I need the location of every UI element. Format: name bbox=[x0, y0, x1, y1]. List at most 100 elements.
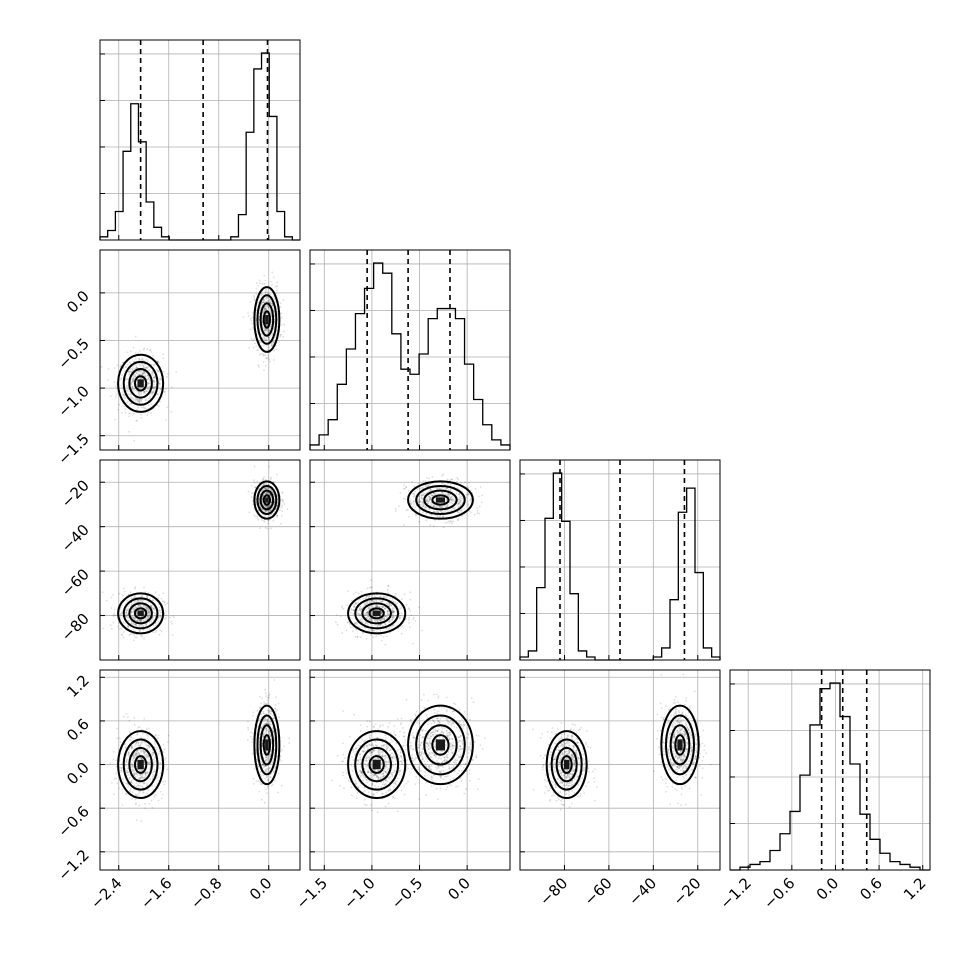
scatter-point bbox=[446, 493, 449, 496]
scatter-point bbox=[264, 487, 267, 489]
scatter-point bbox=[364, 612, 367, 615]
scatter-point bbox=[270, 302, 273, 305]
contour-level-3 bbox=[423, 489, 458, 511]
scatter-point bbox=[157, 776, 159, 779]
scatter-point bbox=[146, 783, 149, 785]
scatter-point bbox=[266, 718, 268, 721]
scatter-point bbox=[138, 357, 141, 360]
scatter-point bbox=[392, 611, 394, 613]
scatter-point bbox=[384, 643, 387, 646]
scatter-point bbox=[107, 368, 110, 370]
scatter-point bbox=[143, 751, 146, 754]
scatter-point bbox=[365, 638, 368, 640]
scatter-point bbox=[266, 329, 269, 332]
scatter-point bbox=[147, 614, 150, 617]
scatter-point bbox=[366, 613, 369, 616]
scatter-point bbox=[149, 611, 151, 613]
scatter-point bbox=[270, 312, 272, 315]
scatter-point bbox=[159, 772, 162, 775]
contour-level-2 bbox=[122, 360, 159, 406]
scatter-point bbox=[115, 772, 117, 775]
scatter-point bbox=[363, 626, 366, 629]
scatter-point bbox=[169, 616, 172, 619]
scatter-point bbox=[261, 740, 264, 742]
scatter-point bbox=[147, 755, 150, 758]
scatter-point bbox=[279, 334, 282, 336]
scatter-point bbox=[336, 623, 339, 626]
scatter-point bbox=[143, 371, 145, 373]
scatter-point bbox=[268, 710, 271, 713]
scatter-point bbox=[366, 587, 369, 590]
hist-panel-1 bbox=[99, 39, 301, 241]
scatter-point bbox=[152, 752, 155, 754]
scatter-point bbox=[279, 302, 282, 305]
scatter-point bbox=[142, 628, 145, 631]
scatter-point bbox=[138, 619, 141, 622]
scatter-point bbox=[413, 503, 415, 506]
scatter-point bbox=[396, 602, 399, 605]
scatter-point bbox=[144, 807, 147, 810]
scatter-point bbox=[121, 412, 123, 414]
scatter-point bbox=[346, 621, 349, 624]
scatter-point bbox=[147, 591, 150, 594]
scatter-point bbox=[420, 494, 423, 496]
scatter-point bbox=[386, 613, 389, 616]
scatter-point bbox=[145, 358, 148, 361]
scatter-point bbox=[146, 595, 149, 598]
scatter-point bbox=[135, 389, 138, 392]
scatter-point bbox=[443, 504, 446, 507]
scatter-point bbox=[136, 612, 138, 614]
scatter-point bbox=[404, 498, 407, 500]
scatter-point bbox=[130, 350, 132, 353]
scatter-point bbox=[448, 496, 451, 498]
scatter-point bbox=[446, 478, 449, 481]
scatter-point bbox=[433, 505, 435, 508]
scatter-point bbox=[359, 636, 362, 638]
scatter-point bbox=[367, 613, 369, 615]
scatter-point bbox=[144, 750, 147, 753]
scatter-point bbox=[271, 334, 273, 336]
scatter-point bbox=[134, 623, 137, 626]
scatter-point bbox=[258, 366, 260, 368]
scatter-point bbox=[280, 324, 283, 326]
scatter-point bbox=[158, 762, 161, 765]
scatter-point bbox=[269, 293, 271, 296]
scatter-point bbox=[267, 328, 270, 331]
scatter-point bbox=[380, 618, 383, 621]
scatter-point bbox=[370, 633, 372, 636]
scatter-point bbox=[410, 503, 412, 505]
scatter-point bbox=[387, 592, 389, 595]
scatter-point bbox=[134, 389, 136, 391]
scatter-point bbox=[144, 802, 147, 805]
scatter-point bbox=[119, 606, 122, 609]
scatter-point bbox=[263, 717, 266, 720]
scatter-point bbox=[148, 611, 151, 614]
scatter-point bbox=[365, 611, 368, 614]
scatter-point bbox=[368, 617, 370, 620]
scatter-point bbox=[136, 741, 138, 744]
scatter-point bbox=[418, 500, 421, 503]
scatter-point bbox=[468, 510, 471, 512]
scatter-point bbox=[476, 509, 479, 512]
scatter-point bbox=[381, 600, 384, 603]
scatter-point bbox=[142, 752, 145, 755]
scatter-point bbox=[145, 774, 148, 776]
scatter-point bbox=[159, 767, 161, 769]
scatter-point bbox=[430, 503, 433, 506]
scatter-point bbox=[132, 759, 135, 761]
scatter-point bbox=[130, 766, 133, 768]
scatter-point bbox=[123, 715, 125, 718]
scatter-point bbox=[253, 338, 256, 341]
scatter-point bbox=[265, 510, 268, 513]
scatter-point bbox=[152, 615, 154, 618]
scatter-point bbox=[280, 312, 283, 315]
scatter-point bbox=[409, 499, 412, 502]
scatter-point bbox=[405, 604, 408, 606]
scatter-point bbox=[265, 339, 267, 342]
scatter-point bbox=[126, 390, 129, 392]
scatter-point bbox=[118, 403, 121, 406]
scatter-point bbox=[356, 622, 358, 625]
scatter-point bbox=[386, 612, 389, 615]
scatter-point bbox=[376, 625, 379, 628]
scatter-point bbox=[127, 616, 129, 619]
